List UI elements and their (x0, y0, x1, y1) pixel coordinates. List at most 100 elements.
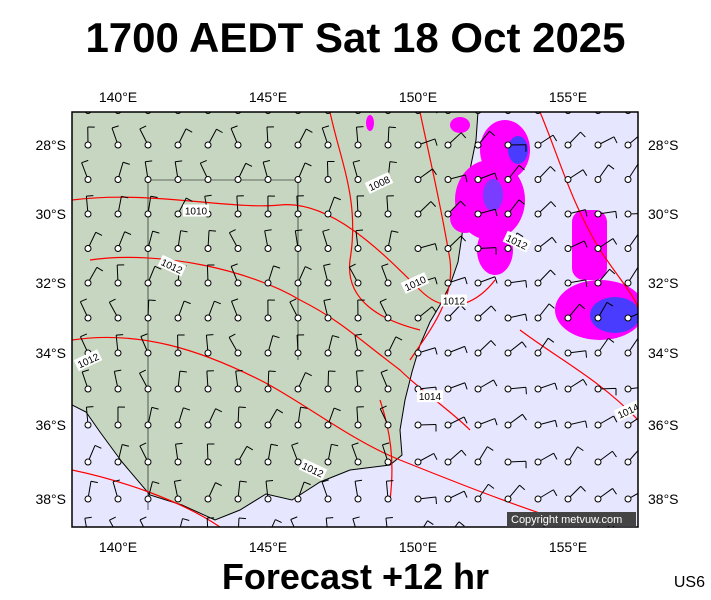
wind-barb (414, 453, 438, 466)
wind-barb (444, 276, 468, 287)
wind-barb (230, 125, 242, 149)
wind-barb (325, 517, 334, 527)
wind-barb (474, 340, 497, 357)
wind-barb (594, 268, 616, 287)
wind-barb (505, 533, 527, 540)
wind-barb (144, 265, 162, 287)
wind-barb (564, 446, 584, 466)
wind-barb (444, 174, 468, 183)
wind-barb (444, 200, 466, 218)
wind-barb (294, 162, 312, 183)
wind-barb (204, 408, 223, 429)
wind-barb (262, 159, 272, 183)
wind-barb (504, 164, 525, 183)
wind-barb (264, 299, 275, 322)
wind-barb (354, 333, 362, 357)
wind-barb (534, 269, 556, 287)
wind-barb (564, 420, 588, 429)
wind-barb (84, 112, 92, 114)
map-frame (71, 111, 639, 528)
isobar-label: 1010 (183, 204, 209, 218)
wind-barb (204, 128, 223, 149)
wind-barb (354, 126, 364, 149)
wind-barb (289, 298, 302, 322)
wind-barb (271, 519, 282, 527)
wind-barb (354, 229, 364, 252)
wind-barb (264, 370, 276, 393)
wind-barb (594, 164, 615, 183)
wind-barb (504, 484, 526, 503)
wind-barb (564, 169, 588, 183)
rain-areas (366, 115, 638, 340)
wind-barb (204, 230, 217, 252)
wind-barb (204, 334, 214, 357)
wind-barb (414, 138, 438, 149)
wind-barb (84, 126, 95, 149)
wind-barb (351, 442, 362, 466)
wind-barb (114, 264, 125, 287)
wind-barb (174, 112, 182, 114)
wind-barb (324, 112, 332, 114)
wind-barb (294, 195, 304, 218)
wind-barb (321, 125, 332, 149)
wind-barb (504, 341, 527, 357)
wind-barb (238, 517, 247, 527)
wind-barb (139, 369, 152, 393)
wind-barb (234, 162, 253, 183)
wind-barb (234, 112, 242, 114)
wind-barb (504, 141, 527, 152)
wind-barb (384, 336, 403, 357)
isobar-label: 1012 (441, 294, 467, 308)
wind-barb (321, 479, 332, 503)
wind-barb (324, 196, 341, 218)
wind-barb (564, 240, 588, 252)
wind-barb (380, 369, 392, 393)
wind-barb (294, 481, 311, 503)
wind-barb (624, 267, 638, 287)
wind-barb (354, 112, 362, 114)
wind-barb (534, 419, 558, 429)
wind-barb (204, 443, 215, 466)
wind-barb (379, 298, 392, 322)
wind-barb (423, 520, 434, 527)
wind-barb (84, 231, 103, 252)
wind-barb (179, 518, 190, 527)
wind-barb (381, 263, 392, 287)
wind-barb (322, 228, 332, 252)
copyright-text: Copyright metvuw.com (511, 514, 622, 526)
wind-barb (414, 243, 438, 252)
wind-barb (352, 516, 360, 527)
wind-barb (84, 444, 102, 466)
lat-tick-label-left: 36°S (35, 417, 66, 433)
wind-barb (264, 443, 278, 466)
svg-text:1010: 1010 (185, 207, 208, 218)
wind-barb (294, 334, 305, 357)
lat-tick-label-left: 32°S (35, 275, 66, 291)
wind-barb (114, 406, 125, 429)
wind-barb (624, 492, 638, 503)
wind-barb (114, 195, 129, 218)
wind-barb (174, 370, 187, 393)
wind-barb (594, 337, 615, 357)
wind-barb (354, 299, 365, 322)
wind-barb (144, 230, 160, 252)
map-title: 1700 AEDT Sat 18 Oct 2025 (85, 14, 626, 61)
wind-barb (594, 301, 614, 322)
wind-barb (594, 450, 617, 466)
wind-barb (504, 385, 527, 395)
wind-barb (81, 159, 92, 183)
wind-barb (144, 112, 152, 114)
wind-barb (140, 333, 152, 357)
wind-barb (564, 209, 588, 218)
wind-barb (414, 201, 437, 218)
wind-barb (144, 406, 159, 429)
wind-barb (294, 372, 312, 393)
wind-barb (174, 442, 183, 466)
lat-tick-label-right: 38°S (648, 491, 679, 507)
wind-barb (294, 112, 302, 114)
wind-barb (264, 265, 281, 287)
wind-barb (174, 334, 185, 357)
wind-barb (114, 161, 130, 183)
wind-barb (81, 369, 92, 393)
